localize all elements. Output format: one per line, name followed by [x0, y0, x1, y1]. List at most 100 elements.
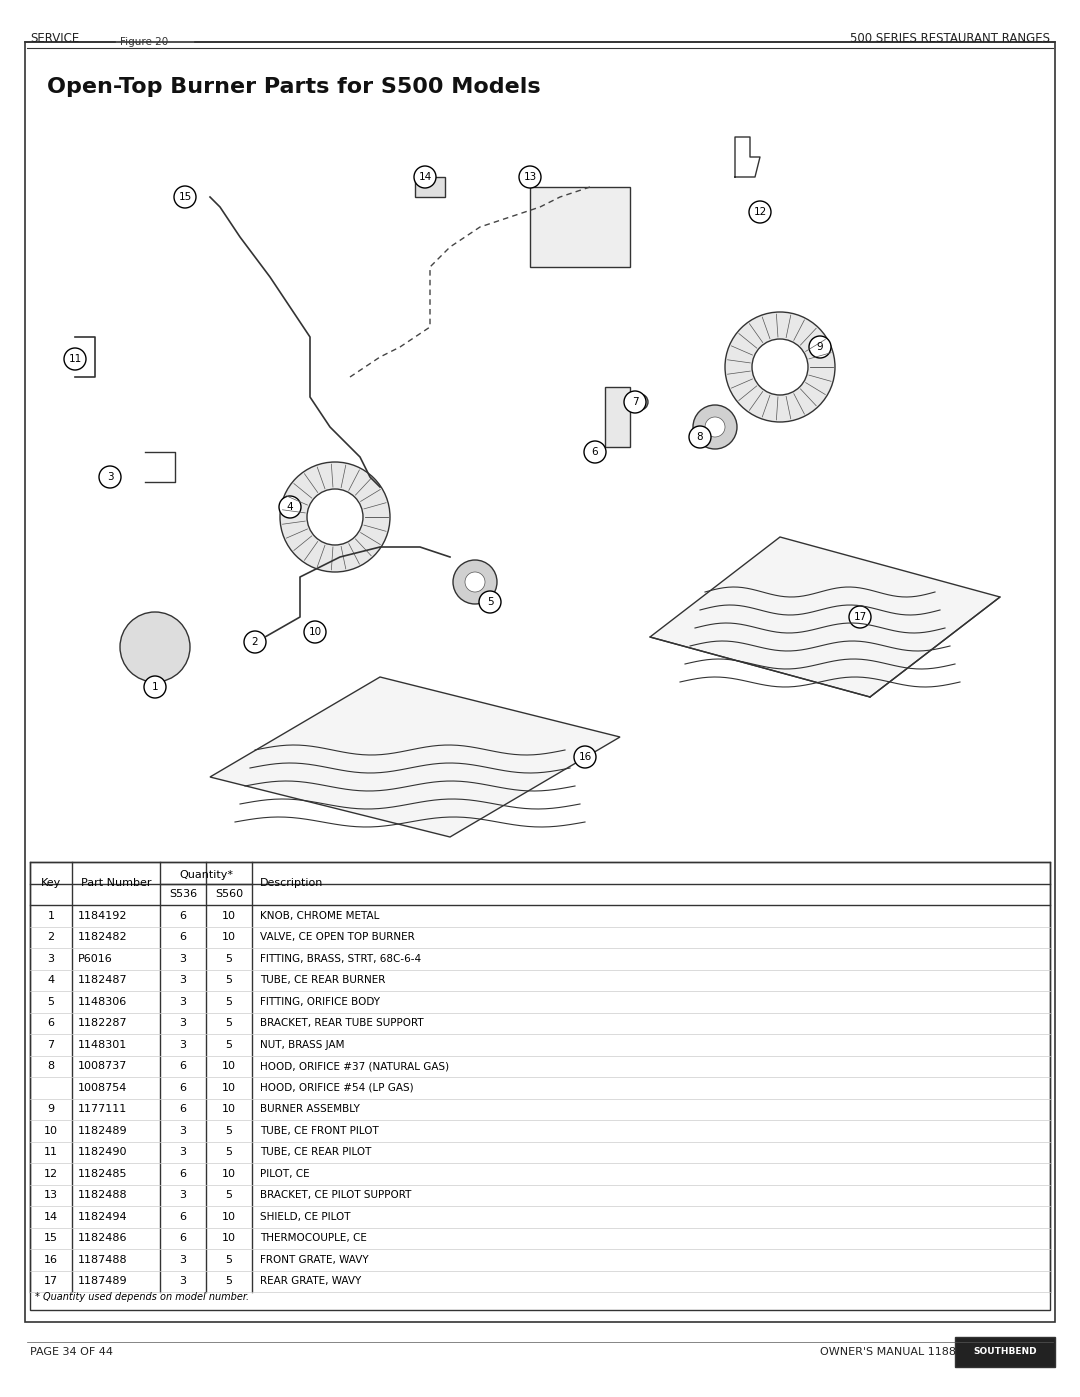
- Text: FITTING, ORIFICE BODY: FITTING, ORIFICE BODY: [260, 996, 380, 1007]
- Text: 10: 10: [222, 1234, 237, 1243]
- Text: 15: 15: [178, 191, 191, 203]
- Circle shape: [480, 591, 501, 613]
- Circle shape: [303, 622, 326, 643]
- Text: BRACKET, REAR TUBE SUPPORT: BRACKET, REAR TUBE SUPPORT: [260, 1018, 423, 1028]
- Text: 10: 10: [222, 1211, 237, 1222]
- Text: 1182489: 1182489: [78, 1126, 127, 1136]
- Text: 14: 14: [418, 172, 432, 182]
- Circle shape: [849, 606, 870, 629]
- Bar: [30, 862, 1050, 1310]
- Text: 3: 3: [179, 954, 187, 964]
- Text: 10: 10: [44, 1126, 58, 1136]
- Text: NUT, BRASS JAM: NUT, BRASS JAM: [260, 1039, 345, 1049]
- Bar: [415, 177, 445, 197]
- Text: 8: 8: [697, 432, 703, 441]
- Text: 1182482: 1182482: [78, 932, 127, 942]
- Text: 10: 10: [222, 911, 237, 921]
- Text: 6: 6: [592, 447, 598, 457]
- Circle shape: [809, 337, 831, 358]
- Text: 15: 15: [44, 1234, 58, 1243]
- Text: 5: 5: [226, 1126, 232, 1136]
- Circle shape: [752, 339, 808, 395]
- Text: OWNER'S MANUAL 1188716 (02/07): OWNER'S MANUAL 1188716 (02/07): [820, 1347, 1022, 1356]
- Text: REAR GRATE, WAVY: REAR GRATE, WAVY: [260, 1277, 361, 1287]
- Text: 10: 10: [309, 627, 322, 637]
- Text: 9: 9: [816, 342, 823, 352]
- Text: 12: 12: [44, 1169, 58, 1179]
- Text: 17: 17: [853, 612, 866, 622]
- Text: 6: 6: [48, 1018, 54, 1028]
- Text: BURNER ASSEMBLY: BURNER ASSEMBLY: [260, 1104, 360, 1115]
- Text: S560: S560: [215, 890, 243, 900]
- Circle shape: [725, 312, 835, 422]
- Circle shape: [750, 201, 771, 224]
- Text: 12: 12: [754, 207, 767, 217]
- Text: 6: 6: [179, 911, 187, 921]
- Text: 6: 6: [179, 932, 187, 942]
- Text: 1182494: 1182494: [78, 1211, 127, 1222]
- Text: Figure 20: Figure 20: [120, 36, 168, 47]
- Text: PILOT, CE: PILOT, CE: [260, 1169, 310, 1179]
- Text: 17: 17: [44, 1277, 58, 1287]
- Bar: [955, 1337, 1055, 1368]
- Text: TUBE, CE REAR BURNER: TUBE, CE REAR BURNER: [260, 975, 386, 985]
- Text: 3: 3: [179, 1126, 187, 1136]
- Text: 1148306: 1148306: [78, 996, 127, 1007]
- Text: TUBE, CE FRONT PILOT: TUBE, CE FRONT PILOT: [260, 1126, 379, 1136]
- Circle shape: [307, 489, 363, 545]
- Text: 3: 3: [179, 1039, 187, 1049]
- Text: 8: 8: [48, 1062, 55, 1071]
- Text: 5: 5: [226, 1147, 232, 1157]
- Circle shape: [99, 467, 121, 488]
- Text: 1182487: 1182487: [78, 975, 127, 985]
- Text: 6: 6: [179, 1083, 187, 1092]
- Text: 3: 3: [179, 1018, 187, 1028]
- Text: * Quantity used depends on model number.: * Quantity used depends on model number.: [35, 1292, 249, 1302]
- Circle shape: [244, 631, 266, 652]
- Text: 11: 11: [68, 353, 82, 365]
- Text: TUBE, CE REAR PILOT: TUBE, CE REAR PILOT: [260, 1147, 372, 1157]
- Text: 2: 2: [252, 637, 258, 647]
- Text: 16: 16: [44, 1255, 58, 1264]
- Circle shape: [280, 462, 390, 571]
- Text: 4: 4: [286, 502, 294, 511]
- Text: SOUTHBEND: SOUTHBEND: [973, 1348, 1037, 1356]
- Text: 6: 6: [179, 1104, 187, 1115]
- Text: 5: 5: [226, 1277, 232, 1287]
- Text: 13: 13: [44, 1190, 58, 1200]
- Text: BRACKET, CE PILOT SUPPORT: BRACKET, CE PILOT SUPPORT: [260, 1190, 411, 1200]
- Text: 16: 16: [579, 752, 592, 761]
- Polygon shape: [210, 678, 620, 837]
- Text: 1: 1: [151, 682, 159, 692]
- Text: 10: 10: [222, 1104, 237, 1115]
- Text: 3: 3: [179, 996, 187, 1007]
- Circle shape: [624, 391, 646, 414]
- Text: FITTING, BRASS, STRT, 68C-6-4: FITTING, BRASS, STRT, 68C-6-4: [260, 954, 421, 964]
- Circle shape: [279, 496, 301, 518]
- Text: 4: 4: [48, 975, 55, 985]
- Circle shape: [632, 394, 648, 409]
- Text: 5: 5: [487, 597, 494, 608]
- Bar: [605, 387, 630, 447]
- Text: 1182485: 1182485: [78, 1169, 127, 1179]
- Text: 1: 1: [48, 911, 54, 921]
- Text: 7: 7: [632, 397, 638, 407]
- Text: 5: 5: [226, 1255, 232, 1264]
- Text: PAGE 34 OF 44: PAGE 34 OF 44: [30, 1347, 113, 1356]
- Circle shape: [144, 676, 166, 698]
- Text: SERVICE: SERVICE: [30, 32, 79, 45]
- Text: 1182287: 1182287: [78, 1018, 127, 1028]
- Text: 6: 6: [179, 1062, 187, 1071]
- Text: 5: 5: [226, 954, 232, 964]
- Circle shape: [414, 166, 436, 189]
- Text: P6016: P6016: [78, 954, 112, 964]
- Circle shape: [120, 612, 190, 682]
- Circle shape: [453, 560, 497, 604]
- Text: 1008737: 1008737: [78, 1062, 127, 1071]
- Text: 10: 10: [222, 1083, 237, 1092]
- Text: 1187489: 1187489: [78, 1277, 127, 1287]
- Text: HOOD, ORIFICE #37 (NATURAL GAS): HOOD, ORIFICE #37 (NATURAL GAS): [260, 1062, 449, 1071]
- Text: S536: S536: [168, 890, 197, 900]
- Text: 3: 3: [48, 954, 54, 964]
- Bar: [530, 187, 630, 267]
